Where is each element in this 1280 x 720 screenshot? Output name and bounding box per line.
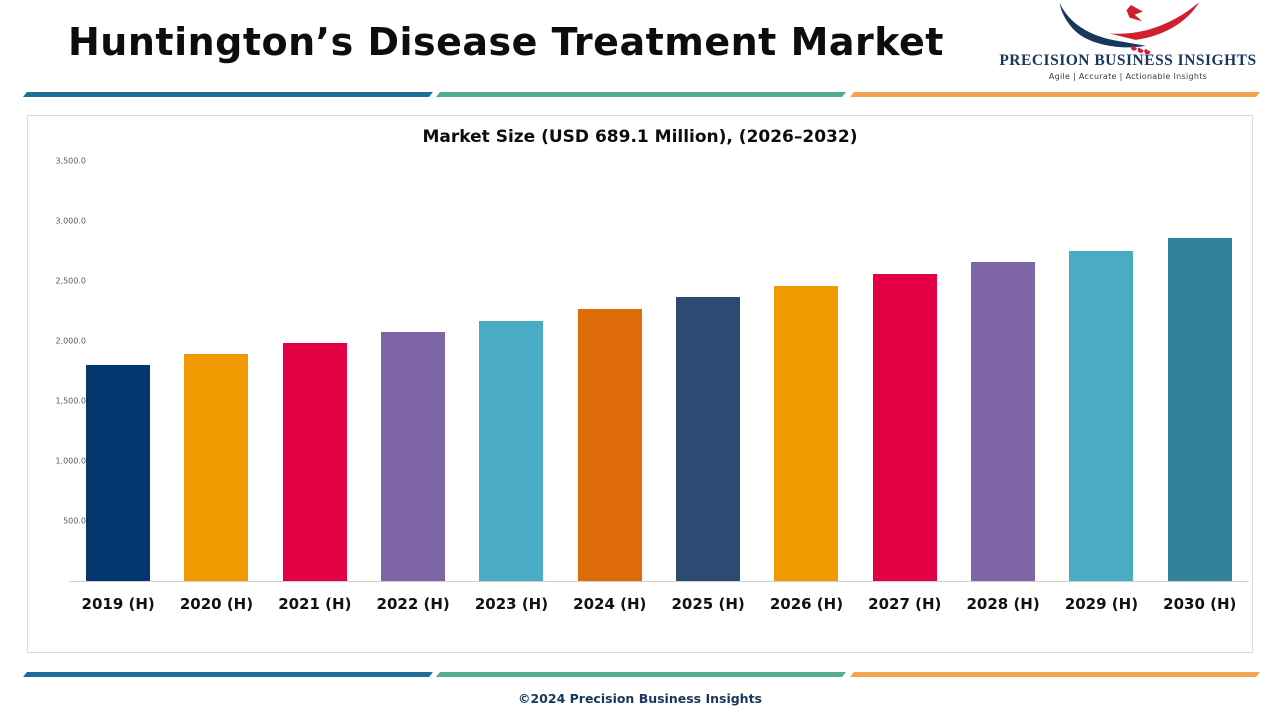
x-axis-label: 2030 (H)	[1163, 595, 1237, 613]
bar-slot	[1151, 116, 1249, 581]
bar-2021	[282, 343, 347, 581]
bar-slot	[561, 116, 659, 581]
bar-slot	[757, 116, 855, 581]
bar-slot	[1052, 116, 1150, 581]
y-axis-tick-label: 1,500.0	[55, 396, 86, 406]
x-axis-label: 2024 (H)	[573, 595, 647, 613]
bar-2023	[479, 321, 544, 581]
y-axis-tick-label: 1,000.0	[55, 456, 86, 466]
bar-slot	[69, 116, 167, 581]
chart-card: Market Size (USD 689.1 Million), (2026–2…	[27, 115, 1253, 653]
x-axis-label: 2023 (H)	[474, 595, 549, 613]
x-axis-label: 2025 (H)	[671, 595, 745, 613]
bar-2027	[872, 274, 937, 581]
bar-slot	[659, 116, 757, 581]
logo-tagline: Agile | Accurate | Actionable Insights	[1048, 72, 1208, 81]
bottom-divider	[23, 672, 1260, 677]
y-axis-tick-label: 3,500.0	[55, 156, 86, 166]
bar-2019	[86, 365, 151, 581]
bar-2030	[1167, 238, 1232, 581]
y-axis-tick-label: 2,000.0	[55, 336, 86, 346]
logo-name: PRECISION BUSINESS INSIGHTS	[999, 52, 1257, 69]
top-divider	[23, 92, 1260, 97]
bar-slot	[954, 116, 1052, 581]
plot-area	[69, 116, 1249, 582]
divider-segment-blue	[23, 672, 434, 677]
page-title: Huntington’s Disease Treatment Market	[68, 20, 944, 64]
y-axis-tick-label: 2,500.0	[55, 276, 86, 286]
bar-slot	[167, 116, 265, 581]
bar-slot	[462, 116, 560, 581]
y-axis-tick-label: 500.0	[63, 516, 86, 526]
y-axis-tick-label: 3,000.0	[55, 216, 86, 226]
bar-2025	[676, 297, 741, 581]
x-axis-label: 2019 (H)	[81, 595, 155, 613]
bar-2020	[184, 354, 249, 581]
eagle-logo-icon	[1059, 2, 1200, 54]
company-logo: PRECISION BUSINESS INSIGHTS Agile | Accu…	[982, 2, 1274, 81]
bar-2026	[774, 286, 839, 581]
x-axis-label: 2021 (H)	[278, 595, 352, 613]
bar-2022	[381, 332, 446, 581]
x-axis-label: 2028 (H)	[966, 595, 1040, 613]
copyright-text: ©2024 Precision Business Insights	[517, 691, 762, 706]
bar-2029	[1069, 251, 1134, 581]
divider-segment-blue	[23, 92, 434, 97]
x-axis-label: 2020 (H)	[179, 595, 254, 613]
divider-segment-orange	[849, 672, 1260, 677]
divider-segment-green	[436, 672, 847, 677]
bar-slot	[266, 116, 364, 581]
divider-segment-green	[436, 92, 847, 97]
bar-slot	[856, 116, 954, 581]
bar-slot	[364, 116, 462, 581]
bar-2024	[577, 309, 642, 581]
x-axis-label: 2029 (H)	[1064, 595, 1139, 613]
x-axis-label: 2027 (H)	[868, 595, 942, 613]
x-axis: 2019 (H) 2020 (H) 2021 (H) 2022 (H) 2023 (H)…	[69, 582, 1249, 613]
chart-title: Market Size (USD 689.1 Million), (2026–2…	[422, 127, 858, 147]
bar-2028	[971, 262, 1036, 581]
divider-segment-orange	[849, 92, 1260, 97]
x-axis-label: 2026 (H)	[769, 595, 844, 613]
x-axis-label: 2022 (H)	[376, 595, 450, 613]
